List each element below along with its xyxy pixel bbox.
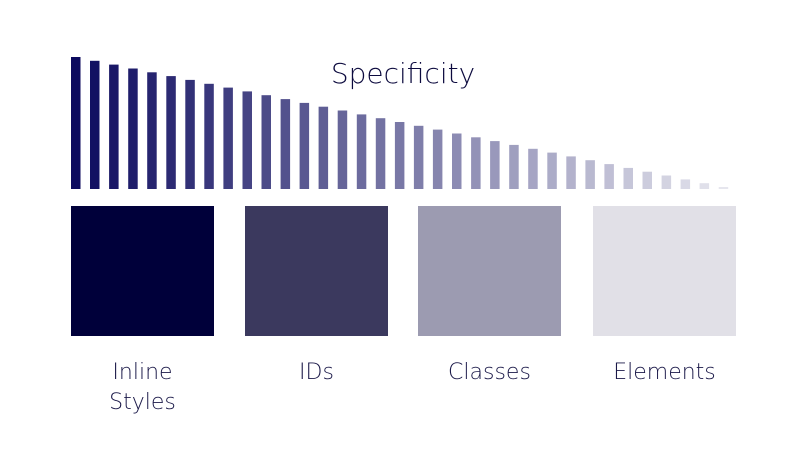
ramp-stripe: [566, 156, 576, 189]
ramp-stripe: [623, 167, 633, 189]
diagram-title: Specificity: [331, 57, 475, 90]
ramp-stripe: [547, 152, 557, 189]
ramp-stripe: [109, 64, 119, 189]
ramp-stripe: [452, 133, 462, 189]
category-label-inline-styles: Styles: [109, 390, 176, 415]
ramp-stripe: [490, 141, 500, 189]
category-label-elements: Elements: [613, 360, 716, 385]
category-box-elements: [593, 206, 736, 336]
ramp-stripe: [394, 122, 405, 189]
category-label-classes: Classes: [448, 360, 531, 385]
ramp-stripe: [528, 148, 538, 189]
ramp-stripe: [509, 144, 519, 189]
ramp-stripe: [642, 171, 652, 189]
ramp-stripe: [166, 76, 176, 189]
ramp-stripe: [242, 91, 252, 189]
ramp-stripe: [432, 129, 443, 189]
ramp-stripe: [699, 183, 710, 189]
ramp-stripe: [375, 118, 386, 189]
ramp-stripe: [604, 164, 614, 189]
ramp-stripe: [661, 175, 672, 189]
ramp-stripe: [71, 57, 81, 189]
category-box-classes: [418, 206, 561, 336]
category-box-ids: [245, 206, 388, 336]
category-label-ids: IDs: [299, 360, 334, 385]
ramp-stripe: [356, 114, 367, 189]
category-label-inline-styles: Inline: [112, 360, 172, 385]
ramp-stripe: [128, 68, 138, 189]
ramp-stripe: [204, 83, 214, 189]
ramp-stripe: [413, 125, 424, 189]
ramp-stripe: [147, 72, 157, 189]
specificity-ramp: [71, 57, 729, 189]
ramp-stripe: [680, 179, 691, 189]
ramp-stripe: [585, 160, 595, 189]
ramp-stripe: [280, 99, 291, 189]
ramp-stripe: [471, 137, 481, 189]
ramp-stripe: [318, 106, 329, 189]
ramp-stripe: [337, 110, 348, 189]
category-box-inline-styles: [71, 206, 214, 336]
ramp-stripe: [718, 187, 729, 189]
ramp-stripe: [299, 102, 310, 189]
category-labels: Inline Styles IDs Classes Elements: [109, 360, 716, 415]
ramp-stripe: [223, 87, 233, 189]
ramp-stripe: [185, 79, 195, 189]
ramp-stripe: [90, 60, 100, 189]
ramp-stripe: [261, 95, 271, 189]
category-boxes: [71, 206, 736, 336]
